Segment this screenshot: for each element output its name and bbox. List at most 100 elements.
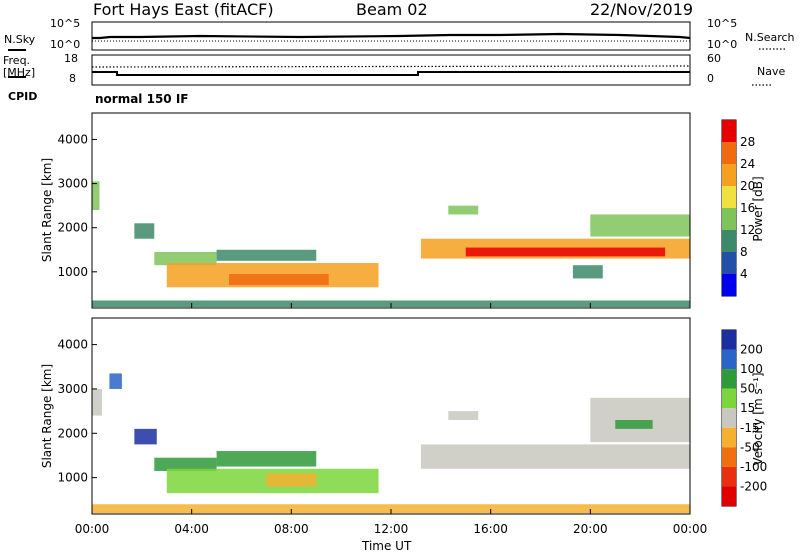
velocity-colorbar-tick: -15 bbox=[740, 421, 760, 435]
power-colorbar-tick: 28 bbox=[740, 135, 755, 149]
velocity-colorbar-tick: -200 bbox=[740, 479, 767, 493]
x-tick-label: 00:00 bbox=[75, 522, 110, 536]
nave-trace bbox=[91, 65, 691, 68]
nsky-panel-frame bbox=[91, 21, 691, 51]
power-region bbox=[465, 247, 666, 257]
velocity-region bbox=[420, 444, 690, 469]
power-region bbox=[229, 274, 329, 286]
power-region bbox=[134, 223, 155, 239]
colorbars: 4 8 12 16 20 24 28 200 100 50 15 -15 -50 -100 -200 bbox=[722, 120, 767, 506]
xaxis-label: Time UT bbox=[362, 539, 412, 553]
freq-trace bbox=[92, 71, 690, 76]
x-tick-label: 08:00 bbox=[274, 522, 309, 536]
velocity-colorbar-swatch bbox=[722, 427, 736, 448]
nsearch-label: N.Search bbox=[745, 31, 795, 44]
axes-ticks bbox=[91, 138, 691, 514]
power-colorbar-tick: 4 bbox=[740, 267, 748, 281]
beam-label: Beam 02 bbox=[356, 0, 428, 19]
velocity-colorbar-swatch bbox=[722, 466, 736, 487]
power-colorbar-swatch bbox=[722, 142, 736, 164]
power-colorbar-tick: 20 bbox=[740, 179, 755, 193]
power-ylabel: Slant Range [km] bbox=[40, 157, 54, 263]
power-region bbox=[154, 251, 217, 266]
power-colorbar-swatch bbox=[722, 186, 736, 208]
y-tick-label: 3000 bbox=[57, 382, 88, 396]
x-tick-label: 20:00 bbox=[573, 522, 608, 536]
y-tick-label: 1000 bbox=[57, 471, 88, 485]
velocity-colorbar-swatch bbox=[722, 388, 736, 409]
velocity-colorbar-swatch bbox=[722, 486, 736, 506]
power-colorbar-tick: 16 bbox=[740, 201, 755, 215]
velocity-colorbar-tick: 100 bbox=[740, 362, 763, 376]
power-heatmap bbox=[92, 181, 690, 308]
power-colorbar-label: Power [dB] bbox=[751, 176, 765, 242]
x-tick-label: 12:00 bbox=[374, 522, 409, 536]
velocity-region bbox=[92, 388, 102, 416]
freq-label: Freq. bbox=[3, 54, 31, 67]
x-tick-label: 04:00 bbox=[174, 522, 209, 536]
velocity-region bbox=[92, 504, 690, 514]
nsearch-tick-top: 10^5 bbox=[707, 17, 738, 30]
power-colorbar-swatch bbox=[722, 164, 736, 186]
freq-panel-frame bbox=[91, 54, 691, 86]
velocity-colorbar-tick: 15 bbox=[740, 401, 755, 415]
power-colorbar-swatch bbox=[722, 230, 736, 252]
nsearch-tick-bottom: 10^0 bbox=[707, 38, 738, 51]
velocity-colorbar-label: Velocity [m s⁻¹] bbox=[751, 372, 765, 466]
velocity-heatmap bbox=[92, 373, 690, 514]
y-tick-label: 4000 bbox=[57, 338, 88, 352]
freq-unit-label: [MHz] bbox=[3, 66, 36, 79]
velocity-colorbar-tick: 200 bbox=[740, 343, 763, 357]
power-colorbar-swatch bbox=[722, 274, 736, 296]
velocity-ylabel: Slant Range [km] bbox=[40, 363, 54, 469]
velocity-colorbar-swatch bbox=[722, 408, 736, 428]
velocity-colorbar-swatch bbox=[722, 349, 736, 370]
power-colorbar-swatch bbox=[722, 120, 736, 142]
mode-label: normal 150 IF bbox=[95, 92, 189, 106]
nsky-label: N.Sky bbox=[4, 33, 36, 46]
x-tick-label: 00:00 bbox=[673, 522, 708, 536]
velocity-colorbar-tick: 50 bbox=[740, 382, 755, 396]
axes-labels: 00:00 04:00 08:00 12:00 16:00 20:00 00:00 1000 1… bbox=[57, 132, 707, 536]
nsky-trace bbox=[92, 32, 691, 40]
velocity-region bbox=[448, 411, 479, 420]
velocity-colorbar-swatch bbox=[722, 330, 736, 350]
velocity-colorbar-swatch bbox=[722, 369, 736, 389]
velocity-colorbar-tick: -100 bbox=[740, 460, 767, 474]
power-region bbox=[572, 265, 603, 279]
cpid-label: CPID bbox=[8, 90, 38, 103]
freq-tick-top: 18 bbox=[64, 52, 78, 65]
power-colorbar-tick: 24 bbox=[740, 157, 755, 171]
power-region bbox=[216, 249, 317, 261]
power-region bbox=[92, 181, 100, 211]
velocity-colorbar-tick: -50 bbox=[740, 440, 760, 454]
power-colorbar-tick: 8 bbox=[740, 245, 748, 259]
nsky-tick-bottom: 10^0 bbox=[50, 38, 81, 51]
velocity-colorbar-swatch bbox=[722, 447, 736, 467]
x-tick-label: 16:00 bbox=[473, 522, 508, 536]
power-colorbar-tick: 12 bbox=[740, 223, 755, 237]
velocity-region bbox=[134, 428, 157, 445]
station-title: Fort Hays East (fitACF) bbox=[93, 0, 274, 19]
velocity-region bbox=[109, 373, 122, 389]
nave-tick-bottom: 0 bbox=[707, 72, 714, 85]
freq-tick-bottom: 8 bbox=[69, 72, 76, 85]
date-label: 22/Nov/2019 bbox=[590, 0, 694, 19]
power-region bbox=[590, 214, 690, 237]
velocity-region bbox=[615, 419, 653, 429]
y-tick-label: 4000 bbox=[57, 132, 88, 146]
nave-tick-top: 60 bbox=[707, 52, 721, 65]
nsky-tick-top: 10^5 bbox=[50, 17, 81, 30]
power-colorbar-swatch bbox=[722, 208, 736, 230]
velocity-region bbox=[266, 473, 317, 487]
nave-label: Nave bbox=[757, 65, 786, 78]
velocity-region bbox=[216, 451, 317, 467]
power-colorbar-swatch bbox=[722, 252, 736, 274]
y-tick-label: 2000 bbox=[57, 221, 88, 235]
y-tick-label: 2000 bbox=[57, 426, 88, 440]
y-tick-label: 3000 bbox=[57, 177, 88, 191]
velocity-region bbox=[154, 457, 217, 471]
power-region bbox=[448, 205, 479, 215]
plot-frames bbox=[8, 21, 786, 515]
